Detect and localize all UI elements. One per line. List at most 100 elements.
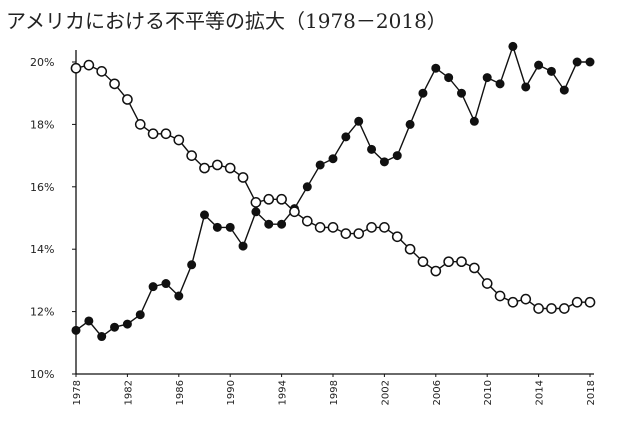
data-point [457,88,466,98]
data-point [186,150,197,161]
data-point [508,41,518,51]
data-point [122,94,133,105]
data-point [391,231,403,243]
x-tick-label: 1998 [329,380,340,405]
data-point [521,82,531,92]
data-point [147,128,159,140]
x-tick-labels: 1978 1982 1986 1990 1994 1998 2002 2006 2010 2014… [72,374,597,405]
data-point [482,73,492,83]
data-point [173,134,185,146]
chart-title: アメリカにおける不平等の拡大（1978－2018） [6,9,447,33]
data-point [366,222,377,233]
y-tick-label: 20% [30,56,54,69]
x-tick-label: 2018 [586,380,597,405]
data-point [507,296,519,308]
data-point [314,222,326,233]
data-point [558,303,570,314]
data-point [97,332,107,342]
data-point [341,132,351,142]
data-point [96,66,108,77]
data-point [469,262,480,274]
data-point [520,293,532,305]
data-point [134,119,146,130]
data-point [431,63,441,73]
data-point [418,88,428,98]
data-point [379,222,390,233]
x-tick-label: 1982 [123,380,134,405]
data-point [251,207,261,217]
y-tick-label: 12% [30,306,54,319]
data-point [161,279,171,289]
data-point [277,219,287,229]
data-point [494,290,506,302]
data-point [174,291,184,301]
x-tick-label: 2002 [380,380,391,405]
data-point [533,303,544,314]
data-point [199,162,210,174]
data-point [430,265,442,277]
x-tick-label: 2006 [432,380,443,405]
data-point [443,256,454,268]
y-tick-label: 16% [30,181,54,194]
x-tick-label: 2014 [535,380,546,405]
y-tick-labels: 10% 12% 14% 16% 18% 20% [30,56,76,381]
data-point [481,278,493,289]
data-point [584,296,596,308]
series-1 [71,41,595,342]
data-point [224,162,236,174]
data-point [301,215,313,227]
data-point [212,222,222,232]
data-point [379,157,389,167]
data-point [417,256,429,268]
data-point [250,197,262,208]
x-tick-label: 1986 [175,380,186,405]
data-point [238,241,248,251]
data-point [276,193,287,205]
data-point [70,62,82,74]
data-point [84,316,94,326]
data-point [264,219,274,229]
data-point [328,154,338,164]
data-point [469,116,479,126]
data-point [405,119,415,129]
x-tick-label: 1978 [72,380,83,405]
y-tick-label: 18% [30,118,54,131]
data-point [353,228,365,239]
data-point [559,85,569,95]
data-point [302,182,312,192]
data-point [263,193,275,205]
data-point [237,172,249,183]
data-point [122,319,132,329]
data-point [444,73,454,83]
data-point [456,256,467,268]
data-point [546,66,556,76]
series-line [75,64,590,310]
data-point [83,59,95,71]
data-point [572,57,582,67]
data-point [212,159,223,171]
data-point [187,260,197,270]
data-point [534,60,544,70]
data-point [315,160,325,170]
data-point [110,322,120,332]
data-point [225,222,235,232]
data-point [327,222,339,233]
y-tick-label: 10% [30,368,54,381]
data-point [200,210,209,220]
data-point [135,310,145,320]
x-tick-label: 1990 [226,380,237,405]
data-point [340,228,352,239]
data-point [404,243,416,255]
series-layer [70,41,596,342]
data-point [571,296,583,308]
data-point [148,282,158,292]
data-point [367,144,377,154]
data-point [495,79,505,89]
series-2 [70,59,596,314]
data-point [289,206,300,218]
data-point [392,151,402,161]
x-tick-label: 1994 [278,380,289,405]
data-point [160,128,172,140]
x-tick-label: 2010 [483,380,494,405]
